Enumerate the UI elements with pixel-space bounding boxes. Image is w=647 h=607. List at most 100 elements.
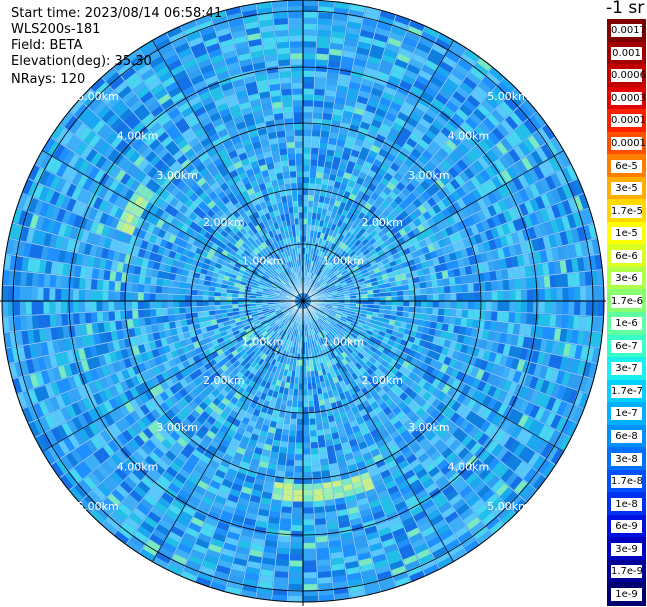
range-gate-cell [422,381,432,391]
range-gate-cell [454,317,462,326]
range-gate-cell [278,65,291,72]
range-gate-cell [43,274,51,288]
range-gate-cell [452,476,465,489]
range-gate-cell [303,360,307,366]
range-gate-cell [246,469,257,478]
range-gate-cell [321,323,327,329]
range-gate-cell [245,385,253,393]
range-gate-cell [303,442,311,449]
range-gate-cell [278,142,287,150]
range-gate-cell [526,434,538,449]
range-gate-cell [258,372,266,380]
range-gate-cell [433,519,448,531]
range-gate-cell [133,485,147,498]
range-gate-cell [354,430,363,439]
range-gate-cell [249,322,256,328]
range-gate-cell [102,301,109,311]
range-gate-cell [503,392,514,405]
range-gate-cell [378,527,392,537]
range-gate-cell [543,314,551,327]
range-gate-cell [317,338,323,346]
range-gate-cell [264,355,271,363]
range-gate-cell [214,449,225,459]
range-gate-cell [225,328,233,335]
range-gate-cell [123,459,136,472]
range-gate-cell [332,407,340,415]
range-gate-cell [215,469,226,479]
range-gate-cell [495,483,509,497]
range-gate-cell [314,320,320,327]
range-gate-cell [171,365,181,375]
range-gate-cell [330,383,337,391]
range-gate-cell [290,542,303,549]
range-gate-cell [253,330,260,336]
range-gate-cell [303,100,313,107]
range-gate-cell [337,514,350,523]
range-gate-cell [238,301,244,305]
range-gate-cell [344,363,352,371]
range-gate-cell [264,480,274,488]
range-gate-cell [321,336,327,344]
range-gate-cell [436,524,451,536]
range-gate-cell [410,443,422,454]
range-gate-cell [312,388,318,395]
range-gate-cell [334,334,341,341]
range-gate-cell [248,555,262,564]
range-gate-cell [294,135,303,142]
range-gate-cell [340,345,347,352]
range-gate-cell [167,280,175,288]
range-gate-cell [432,492,445,504]
range-gate-cell [313,483,323,490]
range-gate-cell [330,426,338,434]
range-gate-cell [250,414,259,423]
range-gate-cell [188,424,199,434]
range-gate-cell [236,379,244,387]
range-gate-cell [139,548,155,562]
range-gate-cell [378,313,385,318]
range-gate-cell [401,316,408,323]
range-gate-cell [303,348,306,355]
range-gate-cell [296,353,301,361]
range-gate-cell [539,409,551,424]
range-gate-cell [166,466,178,478]
range-gate-cell [470,521,485,535]
range-gate-cell [326,340,332,348]
range-gate-cell [382,318,390,324]
range-gate-cell [451,379,461,390]
range-gate-cell [280,441,288,448]
range-gate-cell [231,437,241,447]
range-gate-cell [97,483,111,497]
range-gate-cell [243,298,250,301]
range-gate-cell [453,460,466,472]
range-gate-cell [130,535,145,549]
range-gate-cell [236,371,244,379]
range-gate-cell [394,533,409,544]
range-gate-cell [290,334,294,341]
range-gate-cell [144,389,155,401]
range-gate-cell [254,447,263,455]
range-gate-cell [87,472,101,487]
range-gate-cell [417,452,429,464]
range-gate-cell [376,521,390,531]
range-gate-cell [344,340,352,347]
range-gate-cell [412,366,421,375]
range-gate-cell [173,287,180,295]
range-gate-cell [283,483,293,490]
range-gate-cell [217,464,229,474]
range-gate-cell [243,336,251,343]
range-gate-cell [521,431,533,446]
range-gate-cell [232,418,242,428]
range-gate-cell [241,352,249,360]
range-gate-cell [229,462,240,472]
range-gate-cell [237,540,251,550]
range-gate-cell [574,301,581,315]
range-gate-cell [261,338,268,345]
range-gate-cell [149,293,156,301]
range-gate-cell [313,321,318,328]
range-gate-cell [508,495,522,510]
range-gate-cell [276,348,282,355]
range-gate-cell [283,106,293,114]
range-gate-cell [380,469,391,479]
range-gate-cell [432,308,439,315]
range-gate-cell [282,393,288,401]
